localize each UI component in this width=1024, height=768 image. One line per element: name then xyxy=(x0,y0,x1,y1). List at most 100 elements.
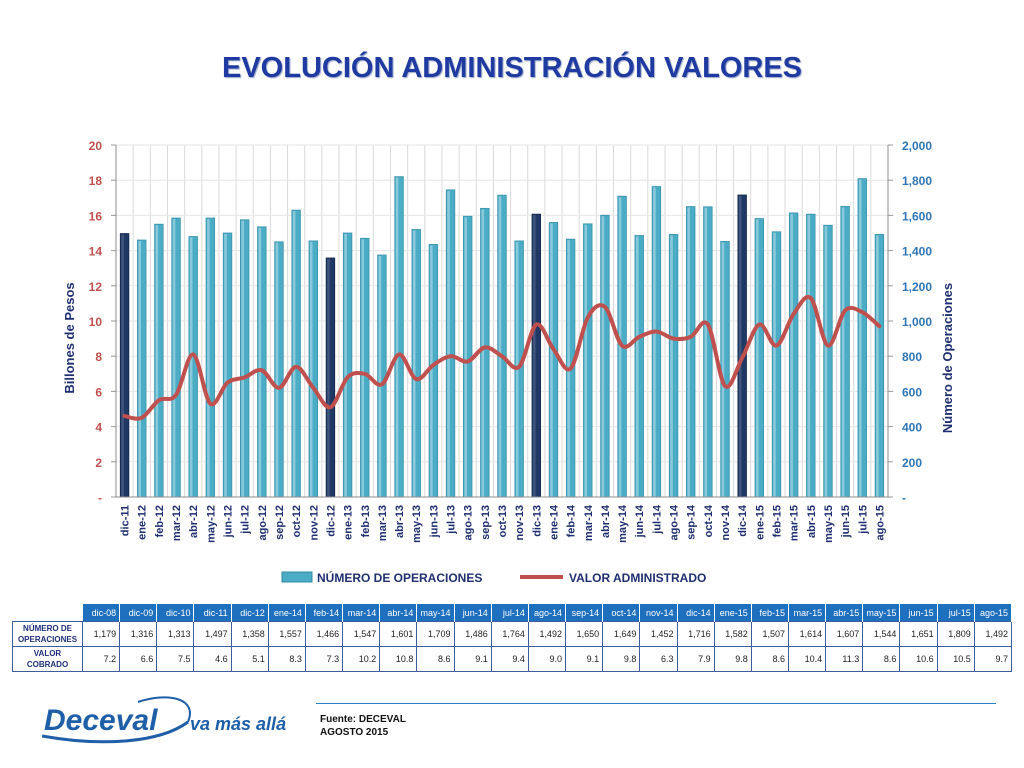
bar-highlight xyxy=(721,242,725,497)
table-cell: 1,651 xyxy=(899,621,938,647)
x-tick-label: abr-13 xyxy=(394,505,406,538)
y-tick-label: 12 xyxy=(89,280,103,294)
table-row-label: VALOR COBRADO xyxy=(12,646,83,672)
x-tick-label: sep-12 xyxy=(274,505,286,540)
bar-highlight xyxy=(155,225,159,497)
y2-tick-label: 800 xyxy=(902,350,922,364)
table-cell: 9.7 xyxy=(973,646,1013,672)
table-column-header: dic-11 xyxy=(193,604,232,622)
table-cell: 7.5 xyxy=(156,646,195,672)
table-column-header: nov-14 xyxy=(639,604,678,622)
x-tick-label: jul-15 xyxy=(857,505,869,535)
table-cell: 1,544 xyxy=(862,621,901,647)
bar-highlight xyxy=(275,242,279,497)
table-column-header: oct-14 xyxy=(602,604,641,622)
table-cell: 8.6 xyxy=(750,646,789,672)
bar-highlight xyxy=(241,220,244,498)
x-tick-label: jul-12 xyxy=(240,505,252,535)
y-tick-label: 18 xyxy=(89,174,103,188)
page-title: EVOLUCIÓN ADMINISTRACIÓN VALORES xyxy=(221,52,802,84)
table-column-header: may-15 xyxy=(862,604,901,622)
table-body: NÚMERO DE OPERACIONES 1,179 1,316 1,313 1,49… xyxy=(12,621,1013,672)
table-row: NÚMERO DE OPERACIONES 1,179 1,316 1,313 1,49… xyxy=(12,621,1013,647)
bar-highlight xyxy=(138,241,142,497)
source-note: Fuente: DECEVAL AGOSTO 2015 xyxy=(320,713,406,739)
bar-highlight xyxy=(618,197,622,497)
table-cell: 9.1 xyxy=(565,646,604,672)
table-cell: 1,452 xyxy=(639,621,678,647)
x-tick-label: abr-12 xyxy=(188,505,200,538)
table-cell: 1,716 xyxy=(676,621,715,647)
table-column-header: ago-14 xyxy=(528,604,567,622)
x-tick-label: mar-13 xyxy=(377,505,389,541)
bar-highlight xyxy=(584,224,588,497)
table-column-header: jun-15 xyxy=(899,604,938,622)
line-series xyxy=(122,294,882,421)
bar-highlight xyxy=(824,226,828,498)
table-cell: 1,709 xyxy=(416,621,455,647)
bar-highlight xyxy=(498,196,502,497)
bar-highlight xyxy=(172,219,176,498)
x-tick-label: jul-13 xyxy=(446,505,458,535)
x-tick-label: feb-15 xyxy=(771,505,783,537)
table-column-header: jul-15 xyxy=(937,604,975,622)
table-cell: 1,497 xyxy=(193,621,232,647)
left-axis-ticks: - 2 4 6 8 10 12 14 16 18 20 xyxy=(89,139,103,505)
x-tick-label: ago-15 xyxy=(874,505,886,540)
table-cell: 10.2 xyxy=(342,646,381,672)
bar-highlight xyxy=(704,207,708,497)
table-cell: 7.9 xyxy=(676,646,715,672)
table-cell: 1,809 xyxy=(936,621,975,647)
table-cell: 8.6 xyxy=(416,646,455,672)
y-tick-label: 8 xyxy=(95,350,102,364)
table-cell: 1,649 xyxy=(602,621,641,647)
bar-highlight xyxy=(635,236,639,498)
y-tick-label: 10 xyxy=(89,315,103,329)
bar-highlight xyxy=(790,213,793,497)
y-tick-label: 16 xyxy=(89,209,103,223)
table-cell: 1,179 xyxy=(81,621,121,647)
x-axis-ticks: dic-11 ene-12 feb-12 mar-12 abr-12 may-12 jun-… xyxy=(120,504,887,543)
y2-tick-label: 600 xyxy=(902,385,922,399)
x-tick-label: abr-15 xyxy=(806,505,818,538)
y2-tick-label: 1,200 xyxy=(902,280,932,294)
table-row: VALOR COBRADO 7.2 6.6 7.5 4.6 5.1 8.3 7.3 10.2 10… xyxy=(12,646,1013,672)
axes xyxy=(111,144,893,498)
bar-highlight xyxy=(756,219,759,497)
bar-highlight xyxy=(395,177,399,497)
y2-tick-label: 1,400 xyxy=(902,245,932,259)
table-row-label: NÚMERO DE OPERACIONES xyxy=(12,621,83,647)
table-cell: 9.1 xyxy=(453,646,492,672)
y2-tick-label: 1,800 xyxy=(902,174,932,188)
x-tick-label: dic-14 xyxy=(737,504,749,537)
table-column-header: abr-15 xyxy=(825,604,864,622)
table-column-header: jul-14 xyxy=(491,604,529,622)
x-tick-label: feb-12 xyxy=(154,505,166,537)
legend-line-label: VALOR ADMINISTRADO xyxy=(569,571,706,585)
table-cell: 1,492 xyxy=(973,621,1013,647)
table-cell: 1,466 xyxy=(304,621,344,647)
bar-highlight xyxy=(224,234,227,497)
table-cell: 10.4 xyxy=(787,646,827,672)
logo-brand: Deceval xyxy=(44,704,158,737)
bar-highlight xyxy=(841,207,845,497)
y2-tick-label: 1,000 xyxy=(902,315,932,329)
bar-highlight xyxy=(344,234,347,497)
x-tick-label: may-13 xyxy=(411,505,423,543)
table-cell: 7.3 xyxy=(304,646,344,672)
bar-highlight xyxy=(773,232,776,497)
x-tick-label: dic-13 xyxy=(531,505,543,537)
x-tick-label: may-14 xyxy=(617,504,629,543)
bar-highlight xyxy=(670,235,673,497)
x-tick-label: ago-12 xyxy=(257,505,269,540)
table-cell: 1,507 xyxy=(750,621,789,647)
bar-highlight xyxy=(121,234,124,497)
x-tick-label: jun-14 xyxy=(634,504,646,538)
bar-highlight xyxy=(447,190,450,497)
table-column-header: dic-08 xyxy=(82,604,121,622)
table-cell: 10.8 xyxy=(379,646,418,672)
x-tick-label: jun-15 xyxy=(840,505,852,538)
bar-highlight xyxy=(258,227,262,497)
table-cell: 10.5 xyxy=(936,646,975,672)
legend: NÚMERO DE OPERACIONES VALOR ADMINISTRADO xyxy=(281,570,706,585)
